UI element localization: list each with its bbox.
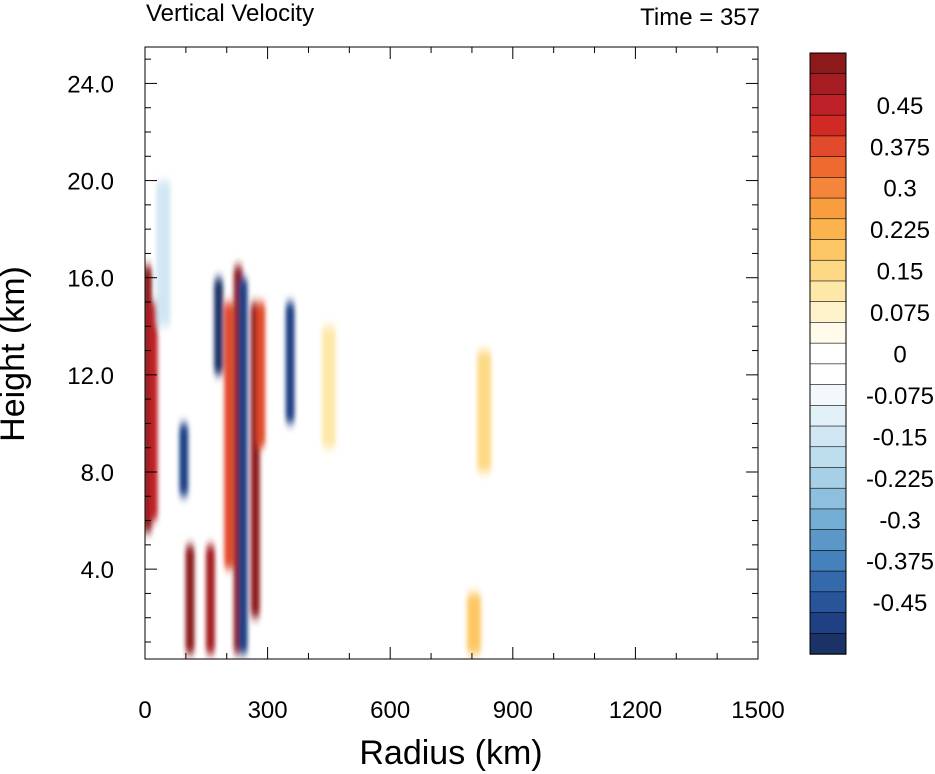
velocity-cell-16 [477, 350, 492, 472]
colorbar-segment [809, 612, 847, 634]
x-tick-label: 1500 [731, 697, 784, 724]
colorbar-labels: 0.45 0.375 0.3 0.225 0.15 0.075 0 -0.075 -0.15 -0… [866, 93, 934, 617]
colorbar-segment [809, 114, 847, 137]
plot-frame [144, 46, 759, 660]
colorbar-label: 0.075 [870, 300, 930, 327]
colorbar-segment [809, 487, 847, 510]
colorbar-label: -0.45 [873, 590, 928, 617]
axes [144, 47, 759, 659]
x-tick-label: 1200 [609, 697, 662, 724]
colorbar-segment [809, 363, 847, 386]
velocity-cell-8 [224, 302, 234, 570]
colorbar-label: 0.375 [870, 134, 930, 161]
velocity-cell-5 [185, 544, 195, 655]
y-tick-label: 16.0 [67, 266, 114, 293]
colorbar-segment [809, 384, 847, 407]
velocity-cell-3 [156, 180, 171, 327]
colorbar-segment [809, 239, 847, 261]
colorbar-segment [809, 218, 847, 241]
y-axis-label: Height (km) [0, 266, 32, 442]
colorbar-segment [809, 570, 847, 593]
velocity-cell-7 [214, 277, 224, 375]
y-tick-label: 20.0 [67, 169, 114, 196]
colorbar-segment [809, 135, 847, 158]
velocity-cell-13 [285, 302, 295, 424]
colorbar-segment [809, 425, 847, 448]
colorbar-segment [809, 156, 847, 179]
colorbar-segment [809, 529, 847, 552]
x-tick-label: 600 [370, 697, 410, 724]
colorbar-segment [809, 94, 847, 116]
x-tick-label: 300 [248, 697, 288, 724]
colorbar-segment [809, 591, 847, 614]
colorbar-segment [809, 322, 847, 344]
velocity-cell-6 [205, 544, 215, 655]
colorbar-segment [809, 73, 847, 96]
colorbar-label: 0.225 [870, 217, 930, 244]
colorbar-segment [809, 550, 847, 572]
colorbar-label: 0.45 [877, 93, 924, 120]
colorbar-label: -0.375 [866, 549, 934, 576]
colorbar-segment [809, 446, 847, 469]
colorbar-segment [809, 259, 847, 282]
velocity-cell-15 [452, 302, 467, 521]
chart-title: Vertical Velocity [146, 0, 314, 27]
colorbar-label: 0.15 [877, 259, 924, 286]
x-tick-label: 900 [493, 697, 533, 724]
colorbar-segment [809, 342, 847, 365]
colorbar-segment [809, 632, 847, 655]
velocity-cell-10 [238, 277, 248, 655]
x-tick-label: 0 [138, 697, 151, 724]
velocity-cell-14 [321, 326, 336, 448]
colorbar-segment [809, 508, 847, 531]
y-tick-label: 24.0 [67, 71, 114, 98]
y-tick-labels: 4.0 8.0 12.0 16.0 20.0 24.0 [67, 71, 114, 584]
velocity-cell-17 [467, 593, 481, 655]
colorbar-label: 0.3 [883, 176, 916, 203]
y-tick-label: 8.0 [81, 460, 114, 487]
colorbar-segment [809, 197, 847, 220]
colorbar-segment [809, 280, 847, 303]
x-axis-label: Radius (km) [359, 734, 542, 772]
velocity-cell-4 [179, 423, 189, 497]
colorbar-label: -0.225 [866, 466, 934, 493]
colorbar-segment [809, 177, 847, 199]
colorbar-frame [809, 52, 847, 655]
velocity-cell-2 [148, 302, 158, 521]
time-label: Time = 357 [640, 4, 760, 31]
velocity-cell-12 [256, 302, 266, 448]
colorbar-segment [809, 301, 847, 324]
colorbar-segment [809, 467, 847, 489]
x-tick-labels: 0 300 600 900 1200 1500 [138, 697, 784, 724]
colorbar-segment [809, 405, 847, 427]
colorbar-label: -0.15 [873, 424, 928, 451]
colorbar-label: -0.3 [879, 507, 920, 534]
velocity-field [145, 180, 492, 655]
y-tick-label: 12.0 [67, 363, 114, 390]
colorbar-label: 0 [893, 342, 906, 369]
colorbar [809, 52, 847, 655]
colorbar-label: -0.075 [866, 383, 934, 410]
y-tick-label: 4.0 [81, 557, 114, 584]
colorbar-segment [809, 52, 847, 75]
